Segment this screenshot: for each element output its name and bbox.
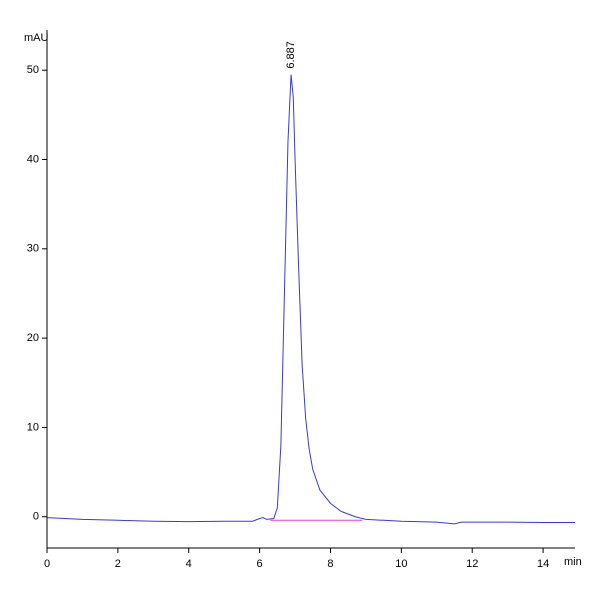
y-axis-label: mAU (24, 32, 49, 44)
y-tick-label: 50 (27, 64, 39, 76)
x-tick-label: 14 (537, 558, 549, 570)
x-tick-label: 2 (115, 558, 121, 570)
x-axis-label: min (564, 556, 582, 568)
x-tick-label: 10 (395, 558, 407, 570)
y-tick-label: 0 (33, 511, 39, 523)
y-tick-label: 20 (27, 332, 39, 344)
line (46, 74, 575, 525)
x-tick-label: 6 (257, 558, 263, 570)
y-tick-label: 30 (27, 243, 39, 255)
y-tick-label: 10 (27, 421, 39, 433)
y-tick-label: 40 (27, 153, 39, 165)
x-tick-label: 8 (327, 558, 333, 570)
peak-label: 6.887 (285, 41, 297, 69)
x-tick-label: 4 (186, 558, 192, 570)
x-tick-label: 12 (466, 558, 478, 570)
x-tick-label: 0 (44, 558, 50, 570)
